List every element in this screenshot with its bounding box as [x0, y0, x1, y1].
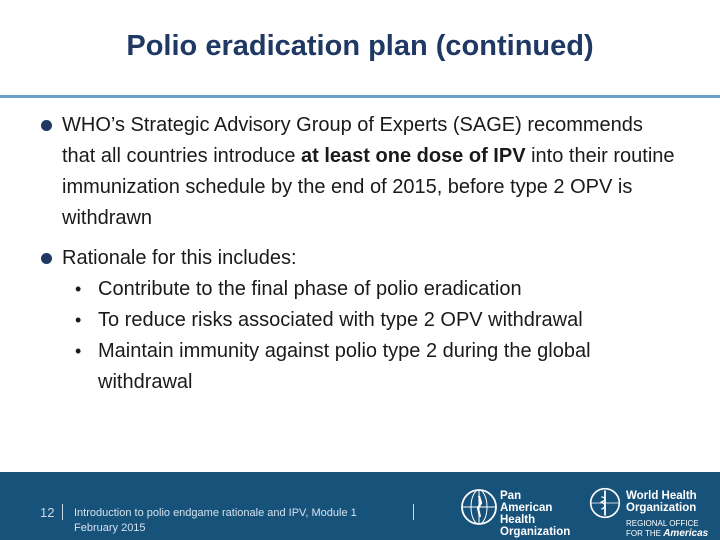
who-regional-office: REGIONAL OFFICE FOR THE Americas — [626, 519, 709, 539]
bullet-dot — [41, 120, 52, 131]
paho-logo: Pan American Health Organization — [460, 488, 570, 538]
slide-title: Polio eradication plan (continued) — [126, 30, 594, 62]
footer-separator — [413, 504, 414, 520]
paho-logo-text: Pan American Health Organization — [500, 490, 571, 538]
bullet-sage-recommendation: WHO’s Strategic Advisory Group of Expert… — [41, 110, 681, 234]
sub-bullet-marker: • — [75, 341, 82, 361]
bullet-rationale: Rationale for this includes: • Contribute… — [41, 243, 681, 398]
bullet-dot — [41, 253, 52, 264]
sub-bullet: • Contribute to the final phase of polio … — [75, 274, 681, 305]
bullet-text: WHO’s Strategic Advisory Group of Expert… — [62, 114, 675, 229]
who-logo-text: World Health Organization — [626, 490, 697, 514]
slide-footer: 12 Introduction to polio endgame rationa… — [0, 472, 720, 540]
bullet-emphasis: at least one dose of IPV — [301, 145, 526, 167]
footer-separator — [62, 504, 63, 520]
bullet-text: Rationale for this includes: — [62, 247, 297, 269]
title-divider — [0, 95, 720, 98]
sub-bullet-marker: • — [75, 279, 82, 299]
who-logo: World Health Organization REGIONAL OFFIC… — [588, 486, 713, 539]
who-emblem-icon — [589, 487, 621, 519]
sub-bullet: • To reduce risks associated with type 2 … — [75, 305, 681, 336]
footer-text: Introduction to polio endgame rationale … — [74, 507, 357, 534]
sub-bullet: • Maintain immunity against polio type 2 … — [75, 336, 681, 398]
page-number: 12 — [40, 505, 55, 520]
paho-globe-icon — [461, 489, 497, 525]
sub-bullet-marker: • — [75, 310, 82, 330]
